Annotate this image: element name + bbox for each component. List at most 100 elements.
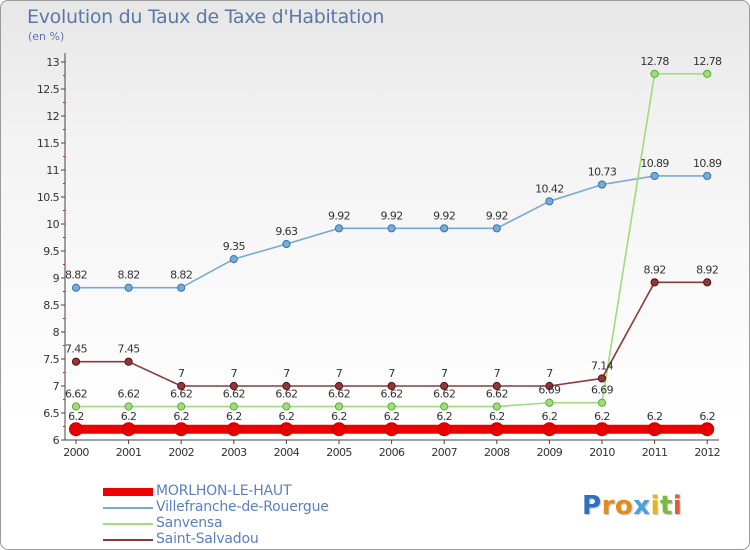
data-label: 6.62	[433, 388, 455, 401]
x-tick-label: 2004	[274, 446, 300, 459]
data-point	[71, 402, 81, 411]
data-point	[332, 422, 346, 437]
data-label: 8.82	[170, 269, 192, 282]
data-label: 6.2	[542, 410, 558, 423]
data-label: 6.62	[381, 388, 403, 401]
data-label: 6.2	[489, 410, 505, 423]
data-label: 6.62	[65, 388, 87, 401]
data-label: 7	[336, 367, 343, 380]
data-label: 6.62	[223, 388, 245, 401]
data-point	[650, 171, 659, 181]
legend-swatch	[103, 488, 153, 496]
data-point	[334, 224, 344, 233]
data-label: 10.89	[693, 157, 722, 170]
data-point	[177, 381, 186, 391]
data-point	[387, 402, 396, 411]
data-label: 9.35	[223, 240, 246, 253]
y-tick-label: 10	[46, 218, 59, 231]
data-point	[177, 283, 186, 292]
data-point	[282, 381, 291, 391]
data-point	[174, 422, 189, 437]
data-point	[71, 283, 81, 292]
unit-label: (en %)	[28, 30, 65, 43]
data-point	[647, 422, 662, 437]
data-point	[387, 381, 396, 391]
x-tick-label: 2011	[642, 446, 668, 459]
x-tick-label: 2008	[484, 446, 510, 459]
data-point	[334, 381, 344, 391]
logo-letter: o	[614, 491, 634, 521]
data-label: 6.2	[226, 410, 242, 423]
data-label: 8.92	[696, 263, 718, 276]
data-point	[124, 283, 133, 292]
data-label: 6.62	[118, 388, 140, 401]
data-point	[334, 402, 344, 411]
y-tick-label: 7.5	[43, 353, 59, 366]
data-point	[492, 402, 501, 411]
y-tick-label: 11.5	[37, 137, 60, 150]
y-tick-label: 12	[46, 110, 59, 123]
data-point	[440, 224, 449, 233]
data-label: 10.73	[588, 166, 617, 179]
data-label: 8.82	[118, 269, 140, 282]
data-label: 6.2	[331, 410, 347, 423]
data-point	[492, 224, 501, 233]
data-point	[279, 422, 294, 437]
y-tick-label: 13	[46, 56, 59, 69]
data-label: 6.2	[699, 410, 715, 423]
data-point	[229, 381, 238, 391]
data-label: 8.82	[65, 269, 87, 282]
data-label: 6.69	[591, 384, 614, 397]
data-label: 6.2	[279, 410, 295, 423]
y-tick-label: 8.5	[43, 299, 59, 312]
y-tick-label: 8	[53, 326, 60, 339]
data-point	[650, 278, 659, 287]
data-point	[440, 402, 449, 411]
data-label: 12.78	[640, 55, 669, 68]
data-point	[595, 422, 609, 437]
data-label: 12.78	[693, 55, 722, 68]
data-label: 9.92	[433, 209, 455, 222]
data-point	[124, 357, 133, 366]
data-label: 7	[283, 367, 290, 380]
x-tick-label: 2006	[379, 446, 405, 459]
logo-letter: t	[659, 491, 673, 521]
logo-letter: P	[582, 491, 602, 521]
legend-label: Sanvensa	[156, 515, 223, 531]
data-label: 7.45	[65, 343, 88, 356]
legend-label: Saint-Salvadou	[156, 531, 259, 547]
data-label: 7	[178, 367, 185, 380]
logo-letter: i	[672, 491, 683, 521]
x-tick-label: 2002	[168, 446, 194, 459]
data-point	[703, 69, 712, 78]
data-point	[597, 398, 607, 407]
data-label: 7	[441, 367, 448, 380]
y-tick-label: 6	[53, 434, 60, 447]
legend-label: Villefranche-de-Rouergue	[156, 499, 329, 515]
x-tick-label: 2012	[694, 446, 720, 459]
data-point	[650, 69, 659, 78]
data-point	[282, 402, 291, 411]
data-label: 7	[494, 367, 501, 380]
data-label: 6.2	[173, 410, 189, 423]
data-point	[489, 422, 504, 437]
data-point	[121, 422, 136, 437]
chart-title: Evolution du Taux de Taxe d'Habitation	[27, 6, 385, 28]
data-label: 8.92	[644, 263, 666, 276]
data-label: 10.42	[535, 182, 564, 195]
legend-swatch	[103, 507, 153, 509]
data-label: 6.2	[384, 410, 400, 423]
data-point	[229, 402, 238, 411]
x-tick-label: 2010	[589, 446, 615, 459]
data-point	[597, 374, 607, 383]
legend-swatch	[103, 523, 153, 525]
data-label: 10.89	[640, 157, 669, 170]
data-point	[545, 197, 554, 206]
data-label: 6.62	[275, 388, 297, 401]
data-point	[437, 422, 452, 437]
data-point	[703, 278, 712, 287]
logo-letter: i	[650, 491, 660, 521]
x-tick-label: 2007	[431, 446, 457, 459]
